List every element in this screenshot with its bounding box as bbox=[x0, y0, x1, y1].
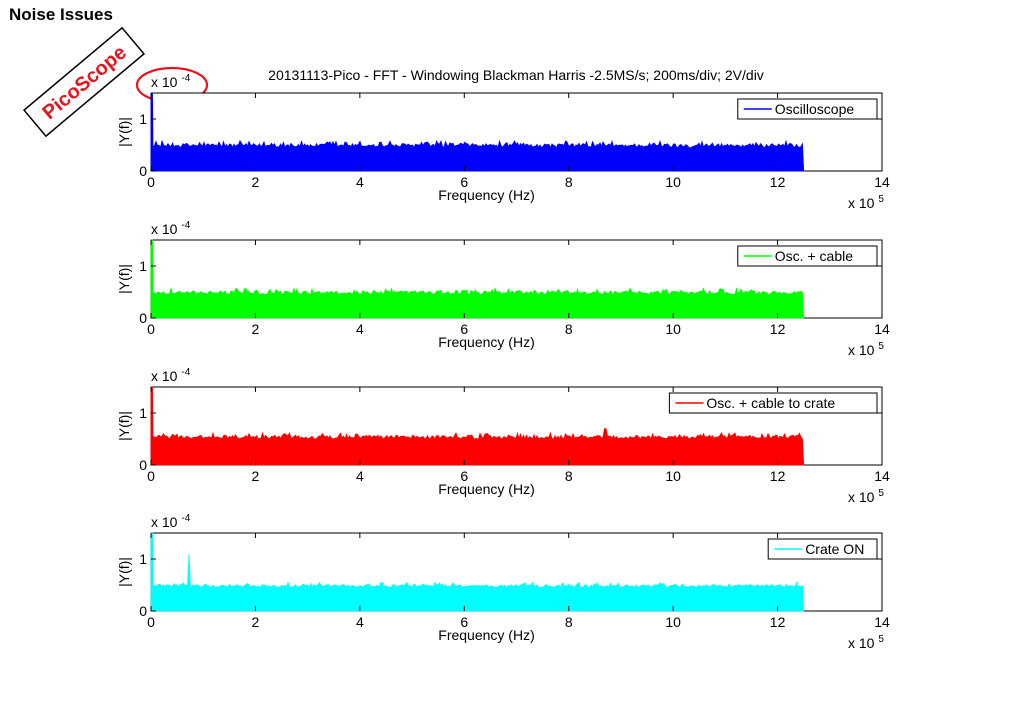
x-exponent-label: x 10 5 bbox=[848, 488, 884, 505]
x-tick-label: 4 bbox=[356, 174, 364, 190]
x-tick-label: 8 bbox=[565, 614, 573, 630]
x-tick-label: 6 bbox=[460, 174, 468, 190]
x-axis-label: Frequency (Hz) bbox=[438, 481, 534, 497]
x-tick-label: 0 bbox=[147, 321, 155, 337]
legend: Osc. + cable bbox=[737, 245, 878, 267]
x-tick-label: 6 bbox=[460, 321, 468, 337]
legend-box bbox=[737, 98, 878, 120]
subplot-1: 0 2 4 6 8 10 12 14 0 1 x 10 -4 x 10 5 Frequency (Hz)… bbox=[116, 73, 890, 211]
y-axis-label: |Y(f)| bbox=[116, 411, 132, 441]
y-tick-label: 0 bbox=[139, 163, 147, 179]
x-tick-label: 6 bbox=[460, 468, 468, 484]
stamp-box bbox=[22, 26, 146, 138]
x-axis-label: Frequency (Hz) bbox=[438, 187, 534, 203]
subplot-4: 0 2 4 6 8 10 12 14 0 1 x 10 -4 x 10 5 Frequency (Hz)… bbox=[116, 513, 890, 651]
legend-label: Crate ON bbox=[805, 541, 864, 557]
x-tick-label: 10 bbox=[665, 321, 681, 337]
x-tick-label: 2 bbox=[252, 174, 260, 190]
x-exponent-power: 5 bbox=[878, 341, 884, 352]
subplot-3: 0 2 4 6 8 10 12 14 0 1 x 10 -4 x 10 5 Frequency (Hz)… bbox=[116, 367, 890, 505]
legend-label: Osc. + cable to crate bbox=[706, 395, 835, 411]
x-tick-label: 14 bbox=[874, 321, 890, 337]
series-area-1 bbox=[150, 532, 805, 612]
y-exponent-label: x 10 -4 bbox=[151, 513, 191, 530]
y-exponent-label: x 10 -4 bbox=[151, 367, 191, 384]
x-tick-label: 10 bbox=[665, 614, 681, 630]
slide-title: Noise Issues bbox=[9, 5, 113, 24]
x-tick-label: 10 bbox=[665, 468, 681, 484]
legend-box bbox=[737, 245, 878, 267]
y-tick-label: 0 bbox=[139, 310, 147, 326]
x-exponent-label: x 10 5 bbox=[848, 194, 884, 211]
legend: Osc. + cable to crate bbox=[668, 392, 878, 414]
x-tick-label: 12 bbox=[770, 321, 786, 337]
x-tick-label: 8 bbox=[565, 174, 573, 190]
x-tick-label: 14 bbox=[874, 468, 890, 484]
series-area-1 bbox=[150, 239, 805, 319]
y-exponent-label: x 10 -4 bbox=[151, 73, 191, 90]
x-tick-label: 14 bbox=[874, 614, 890, 630]
figure-title: 20131113-Pico - FFT - Windowing Blackman… bbox=[268, 67, 764, 83]
x-tick-label: 8 bbox=[565, 468, 573, 484]
y-tick-label: 1 bbox=[139, 111, 147, 127]
legend-label: Osc. + cable bbox=[775, 248, 853, 264]
y-exponent-power: -4 bbox=[181, 73, 190, 84]
x-exponent-label: x 10 5 bbox=[848, 341, 884, 358]
y-axis-label: |Y(f)| bbox=[116, 117, 132, 147]
y-tick-label: 0 bbox=[139, 457, 147, 473]
x-tick-label: 4 bbox=[356, 321, 364, 337]
x-tick-label: 4 bbox=[356, 614, 364, 630]
x-tick-label: 14 bbox=[874, 174, 890, 190]
y-axis-label: |Y(f)| bbox=[116, 264, 132, 294]
y-tick-label: 1 bbox=[139, 258, 147, 274]
legend-box bbox=[767, 538, 878, 560]
x-tick-label: 2 bbox=[252, 468, 260, 484]
x-tick-label: 0 bbox=[147, 468, 155, 484]
x-exponent-power: 5 bbox=[878, 194, 884, 205]
x-tick-label: 0 bbox=[147, 174, 155, 190]
legend-box bbox=[668, 392, 878, 414]
y-exponent-label: x 10 -4 bbox=[151, 220, 191, 237]
y-tick-label: 0 bbox=[139, 603, 147, 619]
subplot-2: 0 2 4 6 8 10 12 14 0 1 x 10 -4 x 10 5 Frequency (Hz)… bbox=[116, 220, 890, 358]
x-tick-label: 2 bbox=[252, 321, 260, 337]
series-area-1 bbox=[150, 92, 805, 172]
x-tick-label: 12 bbox=[770, 468, 786, 484]
x-exponent-label: x 10 5 bbox=[848, 634, 884, 651]
y-exponent-power: -4 bbox=[181, 367, 190, 378]
y-axis-label: |Y(f)| bbox=[116, 557, 132, 587]
y-tick-label: 1 bbox=[139, 405, 147, 421]
legend: Crate ON bbox=[767, 538, 878, 560]
legend: Oscilloscope bbox=[737, 98, 878, 120]
x-tick-label: 12 bbox=[770, 174, 786, 190]
legend-label: Oscilloscope bbox=[775, 101, 855, 117]
x-exponent-power: 5 bbox=[878, 634, 884, 645]
x-tick-label: 8 bbox=[565, 321, 573, 337]
x-tick-label: 10 bbox=[665, 174, 681, 190]
y-tick-label: 1 bbox=[139, 551, 147, 567]
x-tick-label: 2 bbox=[252, 614, 260, 630]
series-area-1 bbox=[150, 386, 805, 466]
x-tick-label: 0 bbox=[147, 614, 155, 630]
x-tick-label: 12 bbox=[770, 614, 786, 630]
x-tick-label: 4 bbox=[356, 468, 364, 484]
x-axis-label: Frequency (Hz) bbox=[438, 627, 534, 643]
x-tick-label: 6 bbox=[460, 614, 468, 630]
stamp-text: PicoScope bbox=[38, 41, 130, 124]
x-axis-label: Frequency (Hz) bbox=[438, 334, 534, 350]
y-exponent-power: -4 bbox=[181, 220, 190, 231]
y-exponent-power: -4 bbox=[181, 513, 190, 524]
x-exponent-power: 5 bbox=[878, 488, 884, 499]
